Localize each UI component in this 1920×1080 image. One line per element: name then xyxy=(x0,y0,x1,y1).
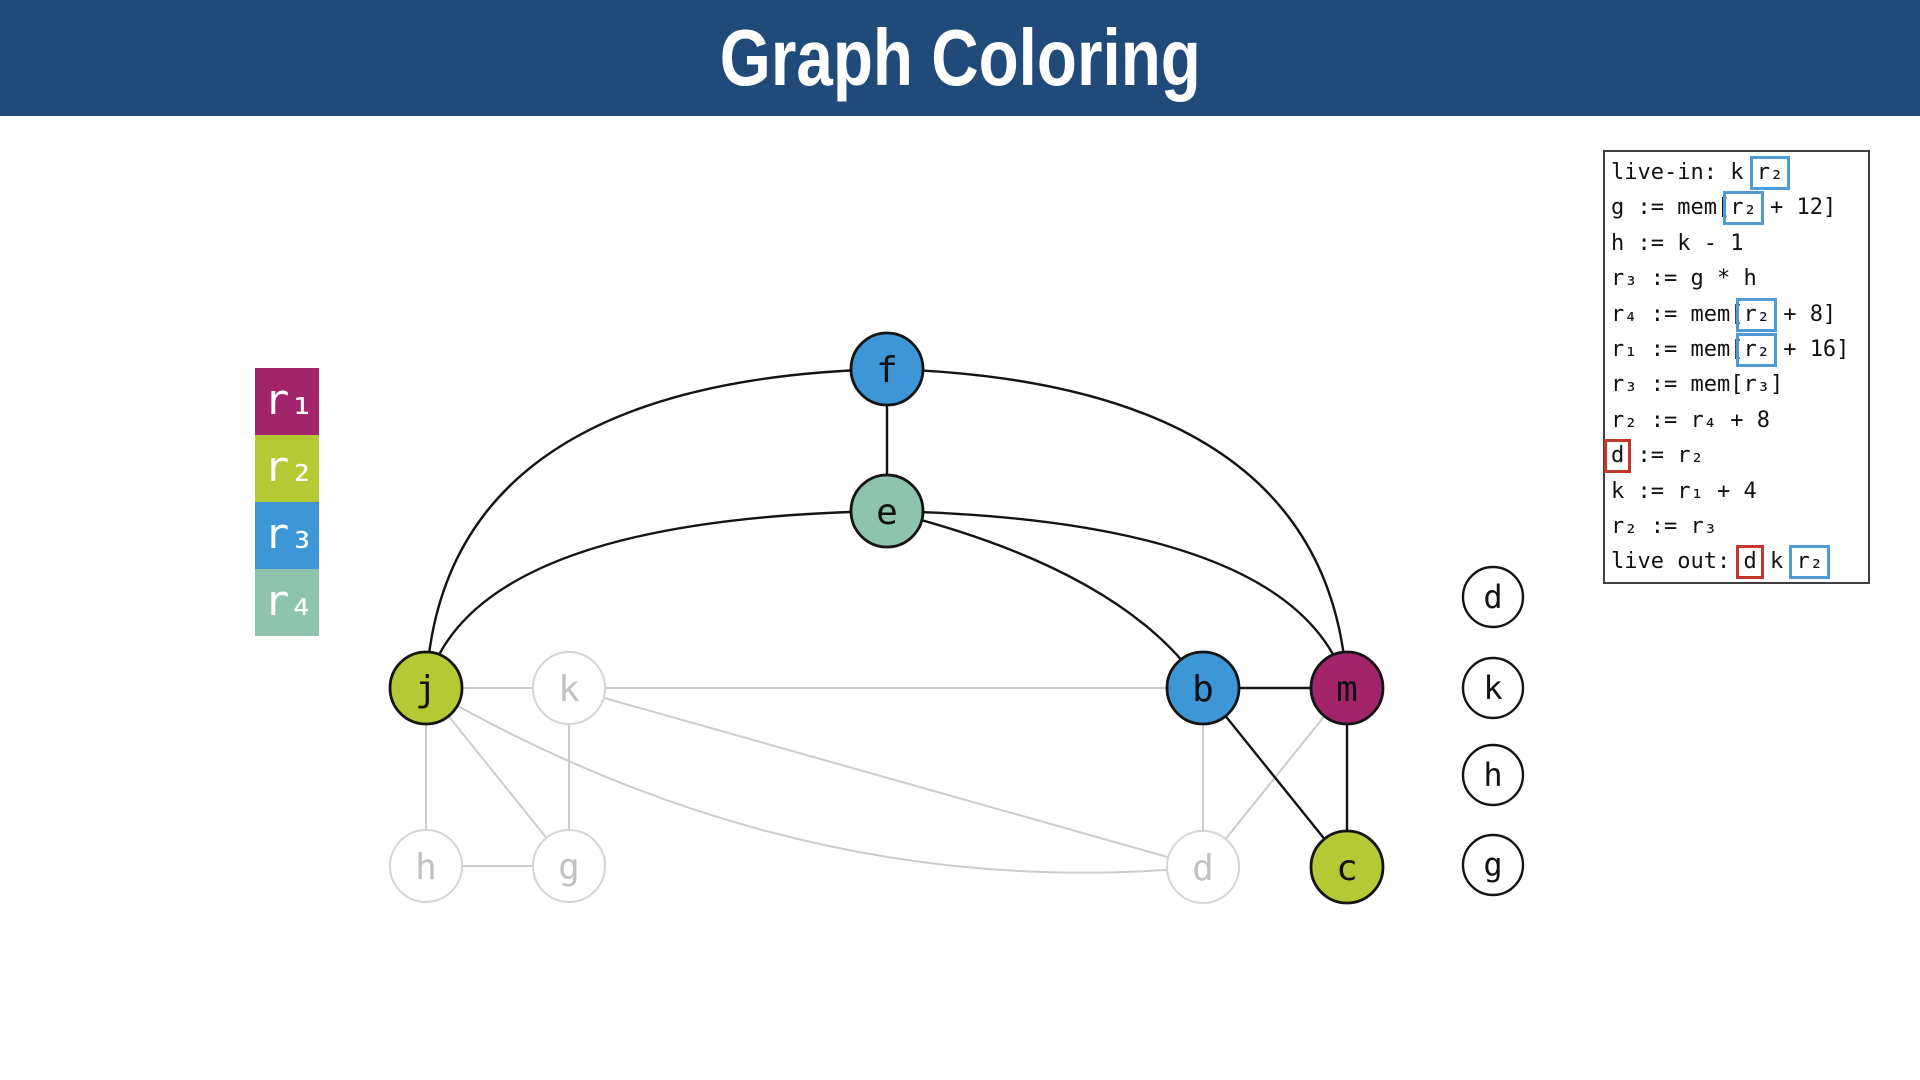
code-text: r₂ := r₃ xyxy=(1611,513,1717,539)
graph-node-label-e: e xyxy=(876,492,898,533)
graph-node-k xyxy=(532,651,606,725)
stack-node-g xyxy=(1461,833,1525,897)
edge-e-m xyxy=(886,509,1349,689)
code-line: live-in: k r₂ xyxy=(1611,155,1862,190)
legend-item-r2: r₂ xyxy=(255,435,319,502)
graph-node-label-k: k xyxy=(558,669,580,710)
code-text: k := r₁ + 4 xyxy=(1611,478,1757,504)
code-text: := r₂ xyxy=(1624,443,1704,469)
graph-node-c xyxy=(1309,829,1385,905)
graph-node-label-d: d xyxy=(1192,848,1214,889)
code-text: r₃ := g * h xyxy=(1611,266,1757,292)
edge-f-m xyxy=(886,367,1349,689)
edge-k-d xyxy=(568,687,1204,868)
graph-node-label-f: f xyxy=(876,350,898,391)
code-text: + 16] xyxy=(1769,336,1850,362)
edge-j-g xyxy=(425,687,570,867)
code-panel: live-in: k r₂ g := mem[r₂ + 12] h := k - 1… xyxy=(1603,150,1870,584)
graph-node-d xyxy=(1166,830,1240,904)
code-line: r₁ := mem[r₂ + 16] xyxy=(1611,332,1862,367)
stack-node-k xyxy=(1461,656,1525,720)
code-line: r₄ := mem[r₂ + 8] xyxy=(1611,297,1862,332)
stack-node-label-g: g xyxy=(1483,846,1502,884)
graph-node-label-m: m xyxy=(1336,669,1358,710)
code-line: r₂ := r₃ xyxy=(1611,509,1862,544)
legend-item-r4: r₄ xyxy=(255,569,319,636)
edge-j-d xyxy=(425,687,1204,874)
code-line: r₃ := mem[r₃] xyxy=(1611,367,1862,402)
code-line: d := r₂ xyxy=(1604,438,1862,474)
highlight-box-red: d xyxy=(1604,439,1632,474)
highlight-box-red: d xyxy=(1736,545,1764,580)
highlight-box-blue: r₂ xyxy=(1749,156,1791,190)
highlight-box-blue: r₂ xyxy=(1736,297,1777,332)
graph-node-e xyxy=(849,473,925,549)
graph-node-f xyxy=(849,331,925,407)
graph-node-j xyxy=(388,650,464,726)
code-line: k := r₁ + 4 xyxy=(1611,474,1862,509)
stack-node-label-d: d xyxy=(1483,578,1502,616)
highlight-box-blue: r₂ xyxy=(1789,545,1830,580)
legend-item-r3: r₃ xyxy=(255,502,319,569)
code-text: g := mem[ xyxy=(1611,195,1731,221)
register-legend: r₁ r₂ r₃ r₄ xyxy=(255,368,319,636)
graph-node-b xyxy=(1165,650,1241,726)
code-line: g := mem[r₂ + 12] xyxy=(1611,190,1862,226)
code-text: + 8] xyxy=(1769,301,1837,327)
highlight-box-blue: r₂ xyxy=(1736,332,1777,367)
stack-node-label-h: h xyxy=(1483,756,1502,794)
code-text: r₁ := mem[ xyxy=(1611,336,1744,362)
edge-b-c xyxy=(1202,687,1348,868)
stack-node-label-k: k xyxy=(1483,669,1502,707)
edge-e-b xyxy=(886,509,1205,689)
code-text: live out: xyxy=(1611,549,1744,575)
slide-title: Graph Coloring xyxy=(719,13,1201,102)
code-text: + 12] xyxy=(1756,195,1837,221)
edge-e-j xyxy=(424,509,888,689)
graph-node-label-j: j xyxy=(415,669,437,710)
graph-node-g xyxy=(532,829,606,903)
code-line: live out: d k r₂ xyxy=(1611,544,1862,580)
code-text: h := k - 1 xyxy=(1611,230,1744,256)
highlight-box-blue: r₂ xyxy=(1723,191,1764,226)
code-line: r₃ := g * h xyxy=(1611,261,1862,296)
graph-node-h xyxy=(389,829,463,903)
code-line: r₂ := r₄ + 8 xyxy=(1611,403,1862,438)
code-text: r₃ := mem[r₃] xyxy=(1611,372,1784,398)
code-text: k xyxy=(1756,549,1797,575)
code-line: h := k - 1 xyxy=(1611,226,1862,261)
code-text: r₂ := r₄ + 8 xyxy=(1611,407,1770,433)
graph-node-label-g: g xyxy=(558,847,580,888)
header: Graph Coloring xyxy=(0,0,1920,116)
graph-node-m xyxy=(1309,650,1385,726)
graph-node-label-c: c xyxy=(1336,848,1358,889)
graph-node-label-b: b xyxy=(1192,669,1214,710)
legend-item-r1: r₁ xyxy=(255,368,319,435)
stack-node-d xyxy=(1461,565,1525,629)
graph-node-label-h: h xyxy=(415,847,437,888)
edge-f-j xyxy=(424,367,888,689)
stack-node-h xyxy=(1461,743,1525,807)
code-text: r₄ := mem[ xyxy=(1611,301,1744,327)
code-text: live-in: k xyxy=(1611,160,1757,185)
